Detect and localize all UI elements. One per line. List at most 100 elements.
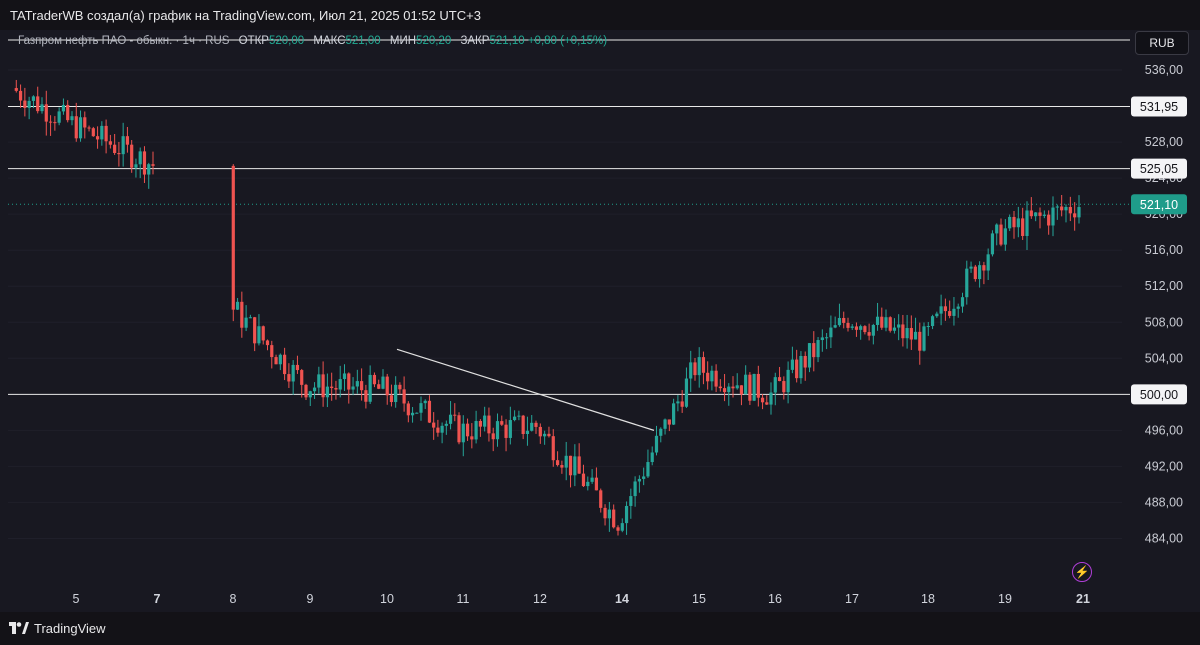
candle-body: [117, 153, 121, 155]
candle-body: [31, 96, 36, 101]
candle-body: [508, 420, 512, 438]
candle-body: [795, 359, 799, 379]
last-price-badge: [1131, 194, 1187, 215]
candle-body: [568, 455, 573, 476]
candle-body: [389, 395, 394, 403]
chart-area[interactable]: [0, 30, 1200, 612]
candle-body: [748, 374, 752, 401]
candle-body: [491, 433, 495, 440]
candle-body: [918, 331, 922, 351]
candle-body: [807, 343, 812, 368]
candle-body: [261, 326, 265, 341]
candle-body: [616, 527, 620, 531]
candle-body: [948, 311, 952, 316]
candle-body: [739, 385, 744, 395]
candle-body: [777, 377, 782, 382]
price-axis[interactable]: 536,00528,00524,00520,00516,00512,00508,…: [1145, 63, 1183, 545]
candle-body: [394, 384, 398, 403]
candle-body: [287, 374, 291, 382]
candle-body: [672, 403, 676, 425]
candle-body: [888, 317, 892, 331]
candle-body: [663, 419, 667, 429]
candle-body: [27, 100, 31, 108]
candle-body: [351, 386, 355, 390]
candle-body: [960, 297, 965, 307]
candle-body: [812, 343, 816, 358]
candle-body: [956, 306, 960, 309]
currency-button[interactable]: RUB: [1135, 31, 1189, 55]
candle-body: [854, 326, 859, 330]
price-tick-label: 496,00: [1145, 423, 1183, 437]
candle-body: [1008, 216, 1012, 229]
candle-body: [70, 116, 74, 121]
footer-brand: TradingView: [34, 620, 106, 636]
candle-body: [100, 125, 104, 140]
candle-body: [978, 265, 982, 280]
candle-body: [151, 164, 155, 166]
candle-body: [317, 374, 321, 388]
candle-body: [1077, 207, 1081, 218]
candle-body: [381, 376, 385, 389]
lightning-icon[interactable]: ⚡: [1072, 562, 1092, 582]
candle-body: [816, 340, 820, 358]
candle-body: [952, 308, 956, 316]
candle-body: [257, 326, 261, 344]
price-tick-label: 516,00: [1145, 243, 1183, 257]
candle-body: [943, 306, 947, 312]
candle-body: [863, 326, 867, 333]
close-value: 521,10: [489, 35, 525, 47]
candle-body: [594, 477, 599, 491]
candle-body: [547, 433, 551, 437]
candle-body: [18, 90, 23, 101]
candle-body: [773, 377, 777, 393]
time-tick-label: 11: [457, 592, 470, 606]
trend-line-layer[interactable]: [396, 348, 655, 431]
candle-body: [577, 456, 581, 474]
candle-body: [121, 136, 125, 155]
candle-body: [1051, 207, 1055, 226]
price-chart[interactable]: 536,00528,00524,00520,00516,00512,00508,…: [0, 0, 1200, 612]
candle-body: [884, 317, 888, 328]
time-tick-label: 7: [154, 592, 161, 606]
candle-body: [278, 354, 282, 365]
footer: [0, 612, 1200, 645]
candle-body: [555, 460, 560, 466]
candle-body: [61, 104, 66, 112]
price-tick-label: 528,00: [1145, 135, 1183, 149]
close-label: ЗАКР: [460, 35, 490, 47]
candle-body: [300, 370, 304, 385]
candle-body: [590, 477, 594, 482]
candle-body: [1025, 210, 1029, 237]
price-tick-label: 488,00: [1145, 495, 1183, 509]
candle-body: [478, 421, 482, 427]
tradingview-logo[interactable]: TradingView: [9, 620, 106, 636]
candle-body: [825, 337, 829, 339]
last-price-label: 521,10: [1140, 198, 1178, 212]
candle-body: [448, 414, 453, 424]
time-axis[interactable]: 5 7 8 9 10 11 12 14 15 16 17 18 19 21: [73, 592, 1090, 606]
candle-body: [850, 326, 854, 328]
candle-body: [312, 387, 317, 392]
candle-body: [667, 419, 671, 425]
candle-body: [504, 424, 508, 438]
candle-body: [982, 265, 986, 271]
candle-body: [483, 415, 487, 427]
candle-body: [342, 373, 347, 380]
candle-body: [892, 327, 897, 331]
time-tick-label: 15: [692, 592, 706, 606]
level-price-label: 531,95: [1140, 100, 1178, 114]
horizontal-levels[interactable]: [8, 39, 1130, 395]
candle-body: [913, 331, 918, 340]
candle-body: [419, 403, 423, 413]
candle-body: [701, 357, 706, 373]
candle-body: [607, 509, 611, 519]
candles: [14, 79, 1081, 536]
candle-body: [91, 128, 95, 137]
time-tick-label: 18: [921, 592, 935, 606]
candle-body: [457, 415, 461, 443]
time-tick-label: 12: [533, 592, 547, 606]
level-price-badge: [1131, 96, 1187, 117]
candle-body: [990, 233, 995, 255]
candle-body: [646, 462, 650, 477]
trend-line[interactable]: [396, 348, 655, 431]
